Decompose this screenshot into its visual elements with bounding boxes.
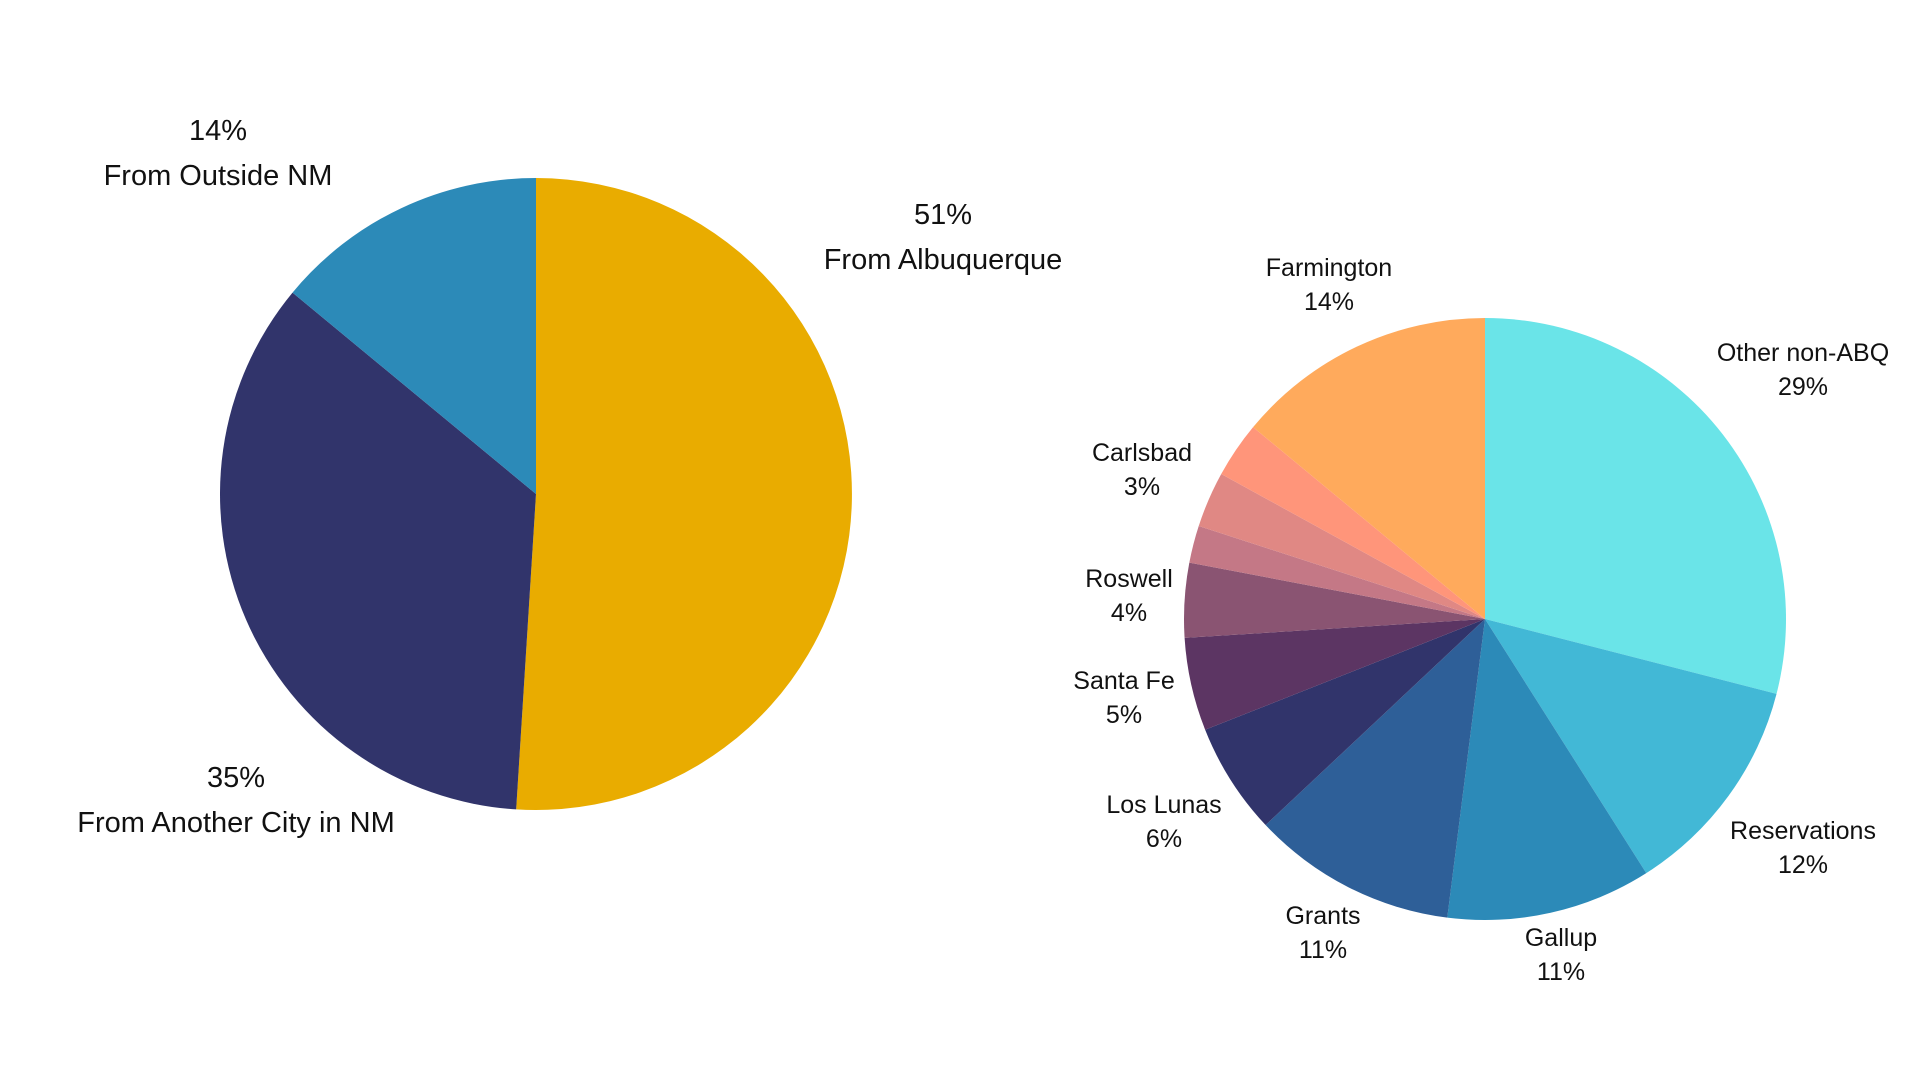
slice-percent-from-outside-nm: 14% [189,115,247,147]
pie-slice-from-outside-nm [292,178,536,494]
slice-name-other-non-abq: Other non-ABQ [1717,339,1889,367]
pie-slice-farmington [1253,318,1485,619]
slice-name-reservations: Reservations [1730,817,1876,845]
slice-percent-los-lunas: 6% [1146,825,1182,853]
pie-slice-from-another-city-in-nm [219,292,537,810]
pie-slice-santa-fe [1184,619,1485,730]
origin-pie-chart: 51% From Albuquerque 35% From Another City … [77,115,1062,839]
slice-percent-farmington: 14% [1304,288,1354,316]
slice-percent-roswell: 4% [1111,599,1147,627]
pie-slice-unlabeled-8 [1198,473,1485,619]
slice-percent-grants: 11% [1299,936,1347,964]
non-abq-city-pie-chart: Other non-ABQ 29% Reservations 12% Gallup 11%… [1073,254,1889,986]
slice-percent-gallup: 11% [1537,958,1585,986]
pie-slice-roswell [1183,562,1485,638]
slice-percent-from-another-city-in-nm: 35% [207,762,265,794]
pie-slice-carlsbad [1221,427,1485,619]
slice-name-los-lunas: Los Lunas [1106,791,1221,819]
slice-name-from-albuquerque: From Albuquerque [824,244,1063,276]
slice-name-from-another-city-in-nm: From Another City in NM [77,807,394,839]
pie-slice-gallup [1447,619,1647,921]
slice-name-from-outside-nm: From Outside NM [104,160,333,192]
slice-percent-other-non-abq: 29% [1778,373,1828,401]
slice-percent-reservations: 12% [1778,851,1828,879]
slice-percent-carlsbad: 3% [1124,473,1160,501]
slice-percent-from-albuquerque: 51% [914,199,972,231]
pie-slice-grants [1265,619,1485,918]
pie-slice-los-lunas [1205,619,1485,826]
slice-name-carlsbad: Carlsbad [1092,439,1192,467]
slice-name-farmington: Farmington [1266,254,1392,282]
slice-name-grants: Grants [1285,902,1360,930]
slice-name-santa-fe: Santa Fe [1073,667,1174,695]
pie-slice-unlabeled-7 [1189,525,1485,619]
slice-name-gallup: Gallup [1525,924,1597,952]
pie-slice-from-albuquerque [516,178,852,810]
pie-slice-other-non-abq [1485,318,1786,694]
slice-percent-santa-fe: 5% [1106,701,1142,729]
pie-slice-reservations [1485,619,1777,874]
slice-name-roswell: Roswell [1085,565,1173,593]
